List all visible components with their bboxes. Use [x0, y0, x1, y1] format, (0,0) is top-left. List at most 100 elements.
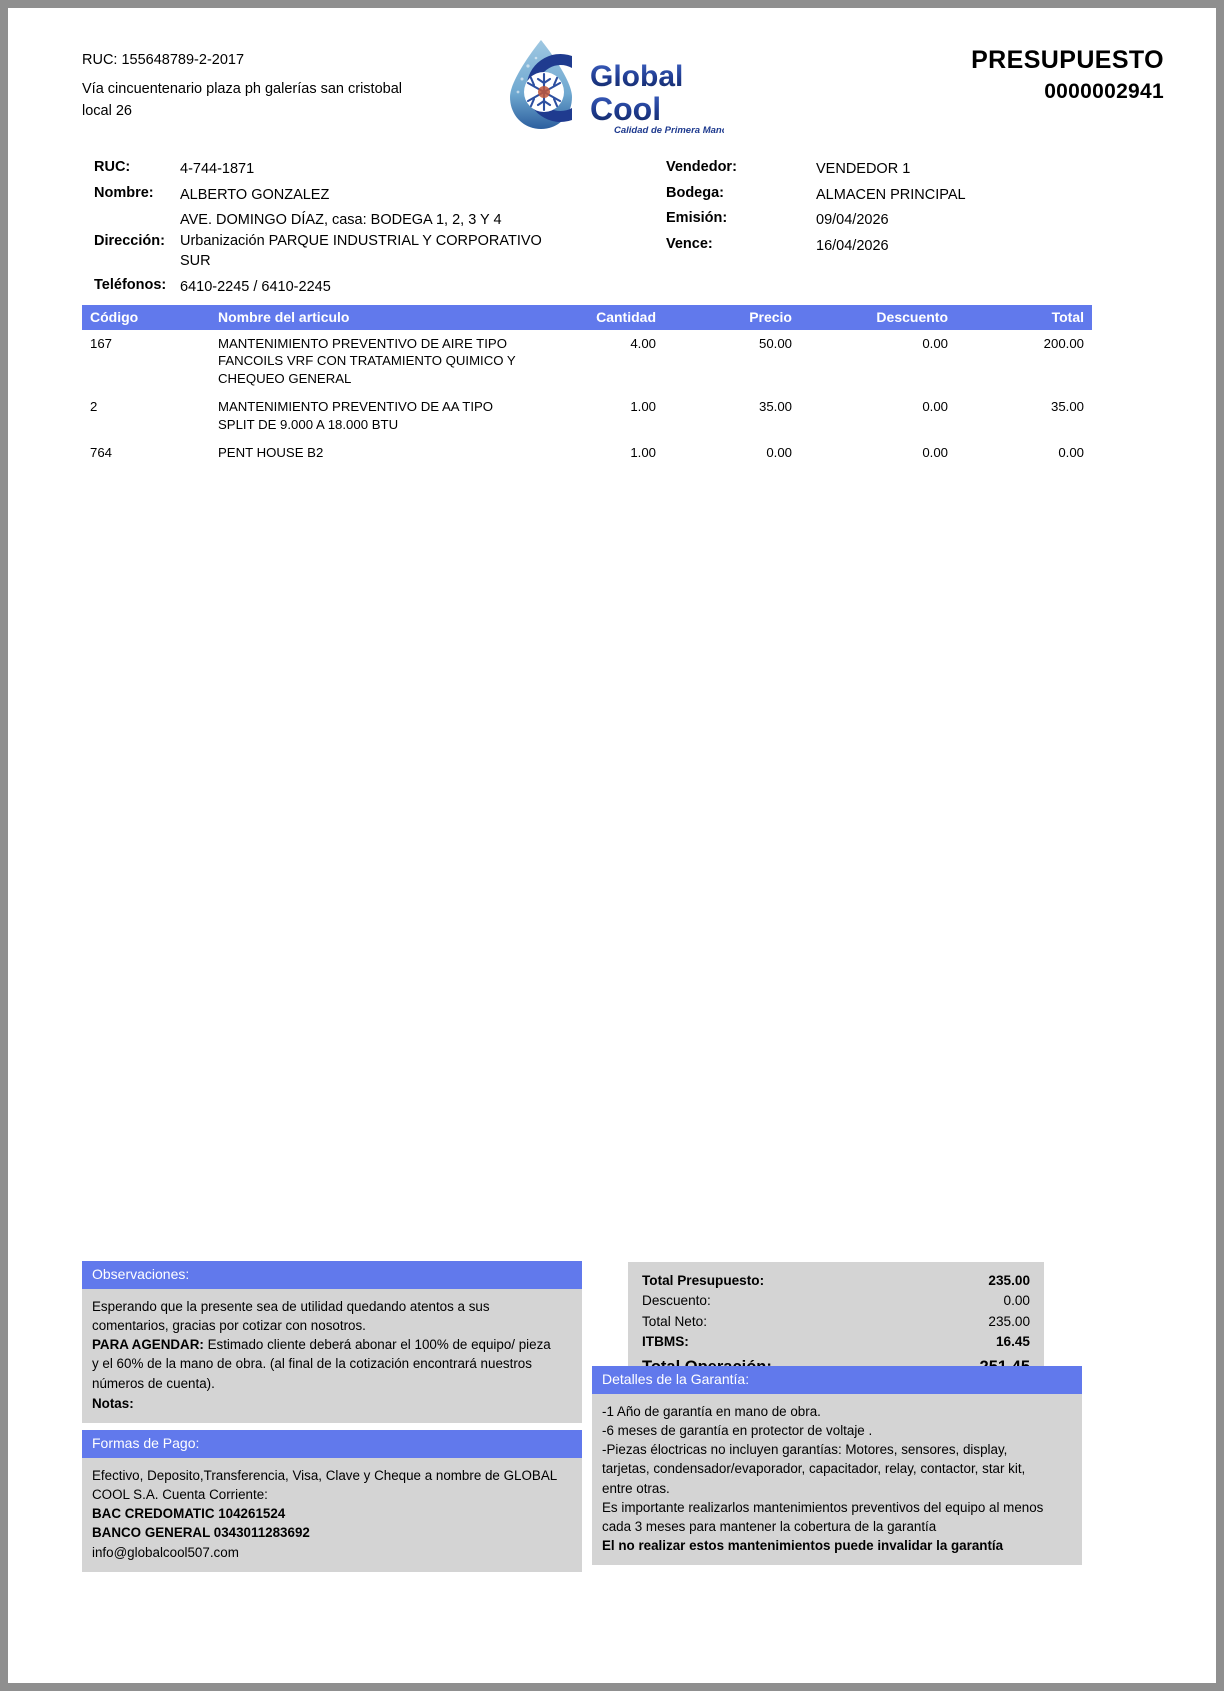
total-presupuesto-value: 235.00 — [988, 1273, 1030, 1288]
cell-nombre: MANTENIMIENTO PREVENTIVO DE AA TIPO SPLI… — [218, 399, 494, 432]
total-presupuesto-row: Total Presupuesto: 235.00 — [642, 1271, 1030, 1291]
cell-total: 35.00 — [1050, 399, 1084, 415]
observations-agendar-text: Estimado cliente deberá abonar el 100% d… — [203, 1337, 551, 1353]
cell-precio: 50.00 — [758, 336, 792, 351]
cell-nombre: MANTENIMIENTO PREVENTIVO DE AIRE TIPO FA… — [218, 336, 516, 386]
customer-address-line1: AVE. DOMINGO DÍAZ, casa: BODEGA 1, 2, 3 … — [180, 212, 502, 229]
warranty-line7: cada 3 meses para mantener la cobertura … — [602, 1518, 937, 1534]
customer-phones-label: Teléfonos: — [94, 276, 167, 293]
payment-body: Efectivo, Deposito,Transferencia, Visa, … — [82, 1458, 582, 1572]
vendor-row: Vendedor: VENDEDOR 1 — [666, 159, 1086, 180]
observations-agendar: PARA AGENDAR: Estimado cliente deberá ab… — [92, 1335, 572, 1354]
customer-name-label: Nombre: — [94, 184, 154, 201]
customer-address-line3: SUR — [180, 253, 211, 270]
global-cool-logo-icon: Global Cool Calidad de Primera Mano — [510, 40, 724, 136]
total-neto-value: 235.00 — [988, 1313, 1030, 1329]
customer-address-label: Dirección: — [94, 233, 165, 250]
issue-date-row: Emisión: 09/04/2026 — [666, 210, 1086, 231]
cell-descuento: 0.00 — [922, 336, 948, 351]
total-itbms-label: ITBMS: — [642, 1334, 689, 1350]
header-cantidad: Cantidad — [528, 305, 664, 330]
cell-codigo: 167 — [90, 336, 113, 351]
customer-ruc-row: RUC: 4-744-1871 — [94, 159, 614, 180]
table-row: 764 PENT HOUSE B2 1.00 0.00 0.00 0.00 — [82, 439, 1092, 467]
info-block: RUC: 4-744-1871 Nombre: ALBERTO GONZALEZ… — [16, 159, 1216, 295]
logo-tagline: Calidad de Primera Mano — [614, 125, 724, 136]
payment-email: info@globalcool507.com — [92, 1544, 239, 1560]
cell-nombre: PENT HOUSE B2 — [218, 445, 324, 461]
items-table-wrapper: Código Nombre del articulo Cantidad Prec… — [82, 305, 1092, 468]
header-descuento: Descuento — [800, 305, 956, 330]
due-date-value: 16/04/2026 — [816, 237, 889, 254]
payment-bank-general: BANCO GENERAL 0343011283692 — [92, 1525, 310, 1541]
payment-line1: Efectivo, Deposito,Transferencia, Visa, … — [92, 1468, 558, 1484]
observations-line3: y el 60% de la mano de obra. (al final d… — [92, 1356, 532, 1372]
observations-agendar-label: PARA AGENDAR: — [92, 1337, 204, 1353]
total-descuento-value: 0.00 — [1003, 1293, 1030, 1309]
customer-address-line2: Urbanización PARQUE INDUSTRIAL Y CORPORA… — [180, 232, 542, 249]
document-meta: Vendedor: VENDEDOR 1 Bodega: ALMACEN PRI… — [666, 159, 1086, 261]
warranty-line5: entre otras. — [602, 1480, 670, 1496]
document-number: 0000002941 — [1044, 79, 1164, 103]
warranty-title: Detalles de la Garantía: — [592, 1366, 1082, 1395]
customer-address-row: Dirección: AVE. DOMINGO DÍAZ, casa: BODE… — [94, 210, 614, 272]
warranty-line3: -Piezas éloctricas no incluyen garantías… — [602, 1442, 1008, 1458]
cell-precio: 35.00 — [758, 399, 792, 415]
due-date-label: Vence: — [666, 235, 713, 252]
customer-phones-row: Teléfonos: 6410-2245 / 6410-2245 — [94, 277, 614, 298]
items-table: Código Nombre del articulo Cantidad Prec… — [82, 305, 1092, 468]
observations-line2: comentarios, gracias por cotizar con nos… — [92, 1318, 366, 1334]
warranty-block: Detalles de la Garantía: -1 Año de garan… — [592, 1366, 1082, 1565]
observations-line1: Esperando que la presente sea de utilida… — [92, 1299, 490, 1315]
due-date-row: Vence: 16/04/2026 — [666, 236, 1086, 257]
cell-codigo: 764 — [90, 445, 113, 461]
cell-total: 0.00 — [1058, 445, 1084, 461]
header-nombre: Nombre del articulo — [210, 305, 528, 330]
cell-descuento: 0.00 — [922, 399, 948, 415]
total-descuento-row: Descuento: 0.00 — [642, 1291, 1030, 1311]
total-neto-label: Total Neto: — [642, 1313, 707, 1329]
items-table-body: 167 MANTENIMIENTO PREVENTIVO DE AIRE TIP… — [82, 330, 1092, 468]
warehouse-row: Bodega: ALMACEN PRINCIPAL — [666, 185, 1086, 206]
warranty-line1: -1 Año de garantía en mano de obra. — [602, 1404, 821, 1420]
observations-line4: números de cuenta). — [92, 1375, 215, 1391]
table-row: 2 MANTENIMIENTO PREVENTIVO DE AA TIPO SP… — [82, 393, 1092, 439]
company-info: RUC: 155648789-2-2017 Vía cincuentenario… — [82, 49, 502, 122]
cell-descuento: 0.00 — [922, 445, 948, 461]
issue-date-label: Emisión: — [666, 210, 728, 227]
company-logo: Global Cool Calidad de Primera Mano — [494, 34, 724, 139]
total-descuento-label: Descuento: — [642, 1293, 711, 1309]
logo-word-global: Global — [590, 60, 683, 93]
items-header-row: Código Nombre del articulo Cantidad Prec… — [82, 305, 1092, 330]
total-neto-row: Total Neto: 235.00 — [642, 1312, 1030, 1332]
customer-name-value: ALBERTO GONZALEZ — [180, 186, 330, 203]
customer-name-row: Nombre: ALBERTO GONZALEZ — [94, 185, 614, 206]
warranty-body: -1 Año de garantía en mano de obra. -6 m… — [592, 1394, 1082, 1565]
total-presupuesto-label: Total Presupuesto: — [642, 1273, 765, 1288]
observations-title: Observaciones: — [82, 1261, 582, 1290]
payment-line2: COOL S.A. Cuenta Corriente: — [92, 1487, 268, 1503]
total-itbms-value: 16.45 — [995, 1334, 1030, 1350]
total-itbms-row: ITBMS: 16.45 — [642, 1332, 1030, 1352]
observations-block: Observaciones: Esperando que la presente… — [82, 1261, 582, 1423]
document-identity: PRESUPUESTO 0000002941 — [971, 46, 1164, 104]
warehouse-value: ALMACEN PRINCIPAL — [816, 186, 966, 203]
document-type: PRESUPUESTO — [971, 46, 1164, 74]
header-precio: Precio — [664, 305, 800, 330]
cell-cantidad: 1.00 — [630, 445, 656, 461]
customer-phones-value: 6410-2245 / 6410-2245 — [180, 278, 331, 295]
payment-block: Formas de Pago: Efectivo, Deposito,Trans… — [82, 1430, 582, 1572]
payment-title: Formas de Pago: — [82, 1430, 582, 1459]
cell-total: 200.00 — [1043, 336, 1084, 351]
header-codigo: Código — [82, 305, 210, 330]
cell-precio: 0.00 — [766, 445, 792, 461]
vendor-value: VENDEDOR 1 — [816, 161, 911, 177]
observations-notas-label: Notas: — [92, 1395, 134, 1411]
observations-body: Esperando que la presente sea de utilida… — [82, 1289, 582, 1423]
customer-address-value: AVE. DOMINGO DÍAZ, casa: BODEGA 1, 2, 3 … — [180, 210, 614, 272]
customer-info: RUC: 4-744-1871 Nombre: ALBERTO GONZALEZ… — [94, 159, 614, 302]
warranty-line6: Es importante realizarlos mantenimientos… — [602, 1499, 1044, 1515]
cell-cantidad: 4.00 — [630, 336, 656, 351]
items-table-head: Código Nombre del articulo Cantidad Prec… — [82, 305, 1092, 330]
warehouse-label: Bodega: — [666, 184, 724, 201]
